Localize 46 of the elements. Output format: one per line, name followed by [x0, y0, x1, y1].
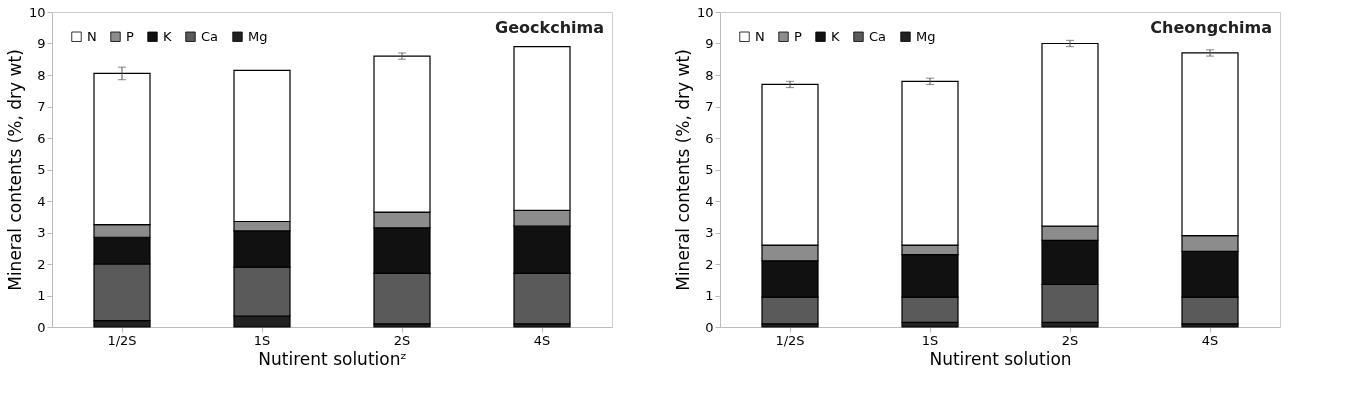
x-tick-label: 1S [921, 332, 939, 348]
y-axis-title: Mineral contents (%, dry wt) [672, 49, 693, 291]
x-tick-label: 1/2S [775, 332, 805, 348]
legend-label: N [87, 28, 97, 44]
y-tick-label: 1 [705, 288, 714, 303]
legend-label: K [163, 28, 172, 44]
legend-label: Ca [869, 28, 887, 44]
x-tick-label: 4S [1201, 332, 1219, 348]
legend-label: Mg [916, 28, 936, 44]
y-tick-label: 3 [37, 225, 46, 240]
y-tick-label: 10 [28, 4, 46, 20]
legend-label: K [831, 28, 840, 44]
y-tick-label: 4 [37, 193, 46, 209]
x-tick-label: 2S [393, 332, 411, 348]
x-tick-label: 1S [253, 332, 271, 348]
legend-label: P [126, 28, 134, 44]
legend-label: Ca [201, 28, 219, 44]
y-tick-label: 6 [705, 130, 714, 146]
y-tick-label: 9 [705, 36, 714, 51]
y-tick-label: 8 [705, 67, 714, 83]
y-tick-label: 7 [37, 99, 46, 114]
y-tick-label: 6 [37, 130, 46, 146]
y-tick-label: 10 [696, 4, 714, 20]
y-tick-label: 5 [37, 162, 46, 177]
legend-label: Mg [248, 28, 268, 44]
x-tick-label: 1/2S [107, 332, 137, 348]
y-axis-title: Mineral contents (%, dry wt) [4, 49, 25, 291]
y-tick-label: 5 [705, 162, 714, 177]
x-axis-title: Nutirent solution [929, 348, 1072, 369]
y-tick-label: 2 [705, 256, 714, 272]
x-axis-title: Nutirent solutionᶻ [258, 348, 407, 369]
y-tick-label: 1 [37, 288, 46, 303]
y-tick-label: 8 [37, 67, 46, 83]
x-tick-label: 4S [533, 332, 551, 348]
x-tick-label: 2S [1061, 332, 1079, 348]
y-tick-label: 0 [705, 319, 714, 335]
y-tick-label: 0 [37, 319, 46, 335]
legend-label: P [794, 28, 802, 44]
y-tick-label: 4 [705, 193, 714, 209]
legend-label: N [755, 28, 765, 44]
y-tick-label: 9 [37, 36, 46, 51]
y-tick-label: 7 [705, 99, 714, 114]
y-tick-label: 3 [705, 225, 714, 240]
chart-title: Geockchima [495, 18, 604, 37]
chart-title: Cheongchima [1150, 18, 1272, 37]
y-tick-label: 2 [37, 256, 46, 272]
